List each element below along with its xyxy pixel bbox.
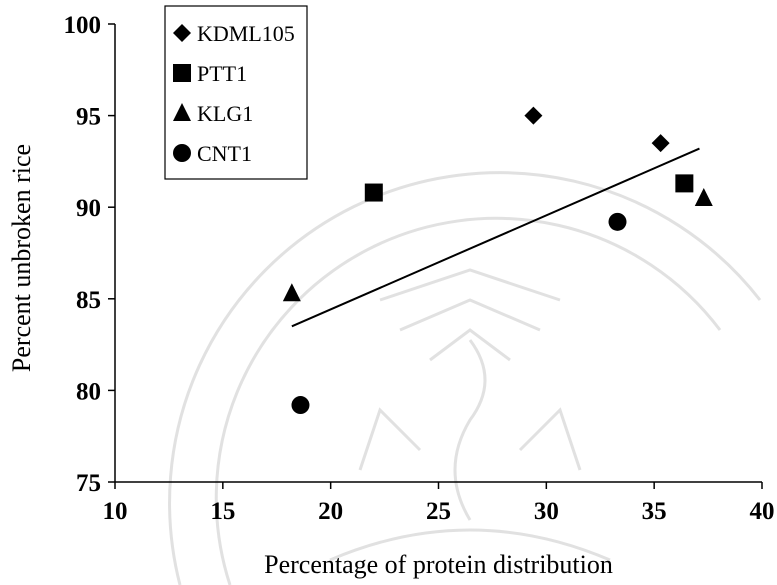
y-tick-label: 75 (76, 470, 101, 497)
data-point-ptt1-square (364, 183, 383, 202)
legend-label: KLG1 (197, 101, 253, 126)
y-axis-title: Percent unbroken rice (7, 144, 36, 372)
x-tick-label: 20 (318, 498, 343, 525)
x-tick-label: 30 (534, 498, 559, 525)
legend-label: KDML105 (197, 21, 295, 46)
x-tick-label: 35 (642, 498, 667, 525)
data-point-klg1-triangle (282, 283, 301, 302)
x-tick-label: 25 (426, 498, 451, 525)
linear-trendline (291, 147, 700, 328)
legend-marker-square-icon (173, 64, 191, 82)
y-tick-label: 85 (76, 287, 101, 314)
legend-marker-diamond-icon (173, 24, 191, 42)
data-points (282, 106, 713, 415)
data-point-kdml105-diamond (651, 134, 670, 153)
y-tick-label: 95 (76, 104, 101, 131)
axes: 10 15 20 25 30 35 40 75 80 85 90 95 100 (64, 12, 775, 525)
y-tick-label: 100 (64, 12, 102, 39)
x-axis-title: Percentage of protein distribution (264, 550, 613, 579)
data-point-cnt1-circle (608, 212, 627, 231)
data-point-klg1-triangle (694, 188, 713, 207)
legend-marker-circle-icon (173, 144, 191, 162)
x-tick-label: 15 (210, 498, 235, 525)
x-tick-label: 10 (103, 498, 128, 525)
data-point-cnt1-circle (291, 396, 310, 415)
x-axis-ticks: 10 15 20 25 30 35 40 (103, 482, 775, 525)
x-tick-label: 40 (750, 498, 775, 525)
legend: KDML105 PTT1 KLG1 CNT1 (164, 5, 308, 180)
legend-label: CNT1 (197, 141, 252, 166)
legend-marker-triangle-icon (173, 103, 191, 121)
university-seal-watermark (168, 171, 762, 585)
data-point-kdml105-diamond (524, 106, 543, 125)
y-axis-ticks: 75 80 85 90 95 100 (64, 12, 115, 497)
y-tick-label: 80 (76, 378, 101, 405)
legend-label: PTT1 (197, 61, 247, 86)
data-point-ptt1-square (675, 174, 694, 193)
y-tick-label: 90 (76, 195, 101, 222)
